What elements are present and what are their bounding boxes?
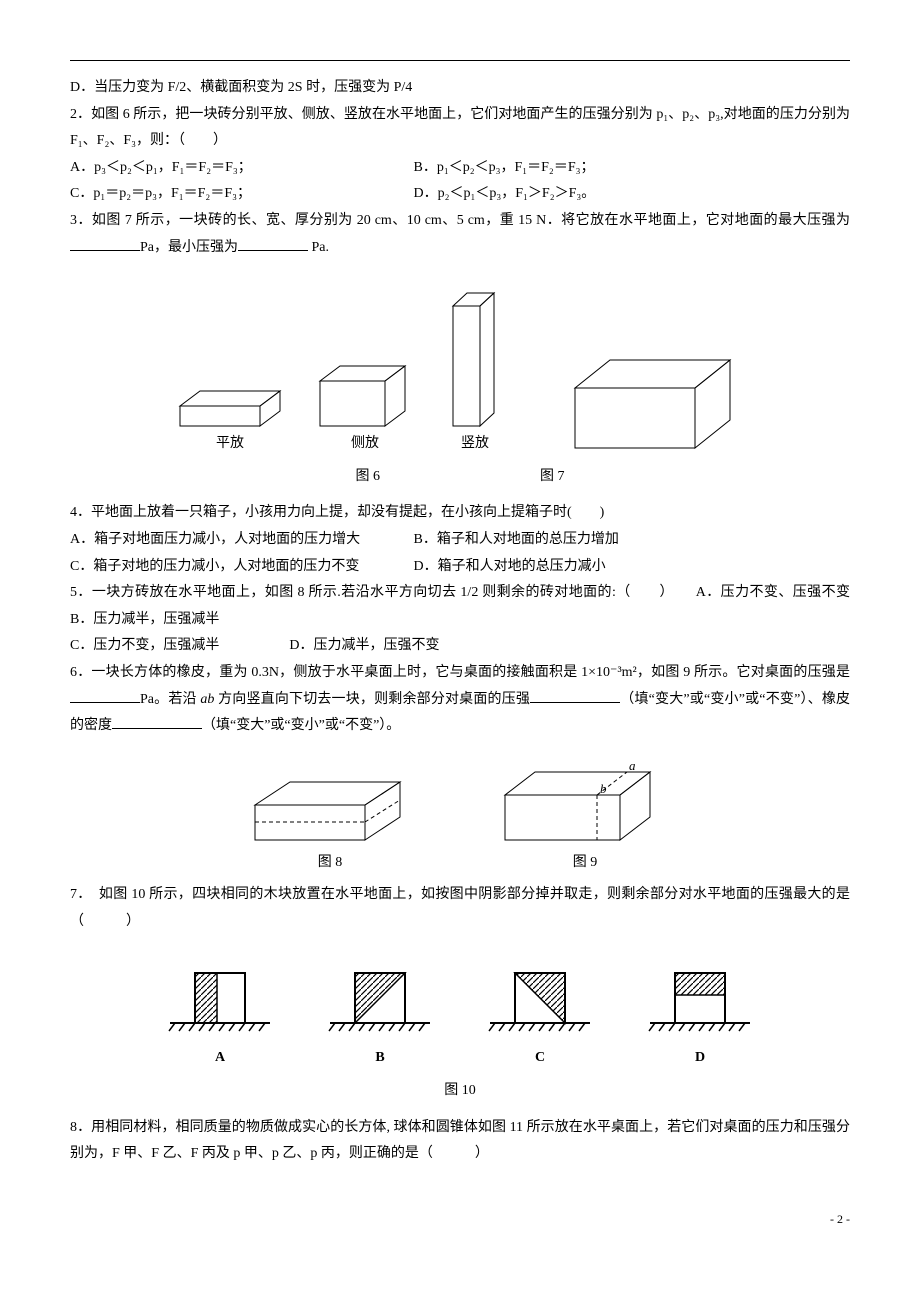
fig6-label-side: 侧放 bbox=[315, 431, 415, 458]
fig9-caption: 图 9 bbox=[495, 850, 675, 877]
q3-blank1 bbox=[70, 236, 140, 251]
fig6-label-vertical: 竖放 bbox=[445, 431, 505, 458]
fig10-a-icon bbox=[165, 965, 275, 1045]
q6-part2: Pa。若沿 bbox=[140, 692, 200, 707]
q4-b: B．箱子和人对地面的总压力增加 bbox=[414, 527, 619, 554]
fig10-a: A bbox=[165, 965, 275, 1072]
fig7-caption: 图 7 bbox=[540, 464, 565, 491]
fig10-d-label: D bbox=[645, 1045, 755, 1072]
fig10-b-icon bbox=[325, 965, 435, 1045]
q3-unit2: Pa. bbox=[308, 240, 329, 255]
fig9: a b 图 9 bbox=[495, 760, 675, 877]
brick-flat-icon bbox=[175, 371, 285, 431]
q2-options-row1: A．p₃＜p₂＜p₁，F₁＝F₂＝F₃； B．p₁＜p₂＜p₃，F₁＝F₂＝F₃… bbox=[70, 155, 850, 182]
fig8-icon bbox=[245, 770, 415, 850]
fig6-7-captions: 图 6 图 7 bbox=[70, 464, 850, 491]
fig9-label-a: a bbox=[629, 760, 636, 773]
fig10-b-label: B bbox=[325, 1045, 435, 1072]
q6-part1: 6．一块长方体的橡皮，重为 0.3N，侧放于水平桌面上时，它与桌面的接触面积是 … bbox=[70, 665, 850, 680]
q4-stem: 4．平地面上放着一只箱子，小孩用力向上提，却没有提起，在小孩向上提箱子时( ) bbox=[70, 500, 850, 527]
fig10-c-icon bbox=[485, 965, 595, 1045]
q2-a: A．p₃＜p₂＜p₁，F₁＝F₂＝F₃； bbox=[70, 155, 410, 182]
fig10-d: D bbox=[645, 965, 755, 1072]
q3: 3．如图 7 所示，一块砖的长、宽、厚分别为 20 cm、10 cm、5 cm，… bbox=[70, 208, 850, 261]
q4-row2: C．箱子对地的压力减小，人对地面的压力不变 D．箱子和人对地的总压力减小 bbox=[70, 554, 850, 581]
q4-d: D．箱子和人对地的总压力减小 bbox=[414, 554, 606, 581]
q5-cd: C．压力不变，压强减半 D．压力减半，压强不变 bbox=[70, 633, 850, 660]
q3-unit1: Pa，最小压强为 bbox=[140, 240, 238, 255]
top-rule bbox=[70, 60, 850, 61]
fig6-vertical: 竖放 bbox=[445, 281, 505, 458]
fig7-block bbox=[565, 348, 745, 458]
q3-blank2 bbox=[238, 236, 308, 251]
q2-stem: 2．如图 6 所示，把一块砖分别平放、侧放、竖放在水平地面上，它们对地面产生的压… bbox=[70, 102, 850, 155]
q6-blank2 bbox=[530, 688, 620, 703]
brick-side-icon bbox=[315, 351, 415, 431]
fig8-caption: 图 8 bbox=[245, 850, 415, 877]
fig8: 图 8 bbox=[245, 770, 415, 877]
q8-stem: 8．用相同材料，相同质量的物质做成实心的长方体, 球体和圆锥体如图 11 所示放… bbox=[70, 1115, 850, 1168]
fig10-a-label: A bbox=[165, 1045, 275, 1072]
page-number: - 2 - bbox=[70, 1208, 850, 1231]
figure-row-8-9: 图 8 a b 图 9 bbox=[70, 760, 850, 877]
q4-row1: A．箱子对地面压力减小，人对地面的压力增大 B．箱子和人对地面的总压力增加 bbox=[70, 527, 850, 554]
fig10-b: B bbox=[325, 965, 435, 1072]
q6: 6．一块长方体的橡皮，重为 0.3N，侧放于水平桌面上时，它与桌面的接触面积是 … bbox=[70, 660, 850, 740]
fig6-side: 侧放 bbox=[315, 351, 415, 458]
fig10-c-label: C bbox=[485, 1045, 595, 1072]
q2-d: D．p₂＜p₁＜p₃，F₁＞F₂＞F₃。 bbox=[414, 181, 596, 208]
q3-part1: 3．如图 7 所示，一块砖的长、宽、厚分别为 20 cm、10 cm、5 cm，… bbox=[70, 213, 850, 228]
brick-vertical-icon bbox=[445, 281, 505, 431]
fig6-caption: 图 6 bbox=[356, 464, 381, 491]
q6-part3: 方向竖直向下切去一块，则剩余部分对桌面的压强 bbox=[214, 692, 530, 707]
brick-large-icon bbox=[565, 348, 745, 458]
q6-ab: ab bbox=[200, 692, 214, 707]
q2-c: C．p₁＝p₂＝p₃，F₁＝F₂＝F₃； bbox=[70, 181, 410, 208]
q5-stem: 5．一块方砖放在水平地面上，如图 8 所示.若沿水平方向切去 1/2 则剩余的砖… bbox=[70, 580, 850, 633]
q4-c: C．箱子对地的压力减小，人对地面的压力不变 bbox=[70, 554, 410, 581]
fig9-label-b: b bbox=[600, 781, 607, 796]
q1-option-d: D．当压力变为 F/2、横截面积变为 2S 时，压强变为 P/4 bbox=[70, 75, 850, 102]
q6-part5: （填“变大”或“变小”或“不变”）。 bbox=[202, 718, 400, 733]
q4-a: A．箱子对地面压力减小，人对地面的压力增大 bbox=[70, 527, 410, 554]
q6-blank1 bbox=[70, 688, 140, 703]
fig10-caption: 图 10 bbox=[70, 1078, 850, 1105]
figure-row-10: A B C bbox=[70, 965, 850, 1072]
q2-options-row2: C．p₁＝p₂＝p₃，F₁＝F₂＝F₃； D．p₂＜p₁＜p₃，F₁＞F₂＞F₃… bbox=[70, 181, 850, 208]
q6-blank3 bbox=[112, 714, 202, 729]
fig10-c: C bbox=[485, 965, 595, 1072]
q2-b: B．p₁＜p₂＜p₃，F₁＝F₂＝F₃； bbox=[414, 155, 595, 182]
fig9-icon: a b bbox=[495, 760, 675, 850]
figure-row-6-7: 平放 侧放 竖放 bbox=[70, 281, 850, 458]
fig6-flat: 平放 bbox=[175, 371, 285, 458]
fig10-d-icon bbox=[645, 965, 755, 1045]
fig6-label-flat: 平放 bbox=[175, 431, 285, 458]
q7-stem: 7． 如图 10 所示，四块相同的木块放置在水平地面上，如按图中阴影部分掉并取走… bbox=[70, 882, 850, 935]
